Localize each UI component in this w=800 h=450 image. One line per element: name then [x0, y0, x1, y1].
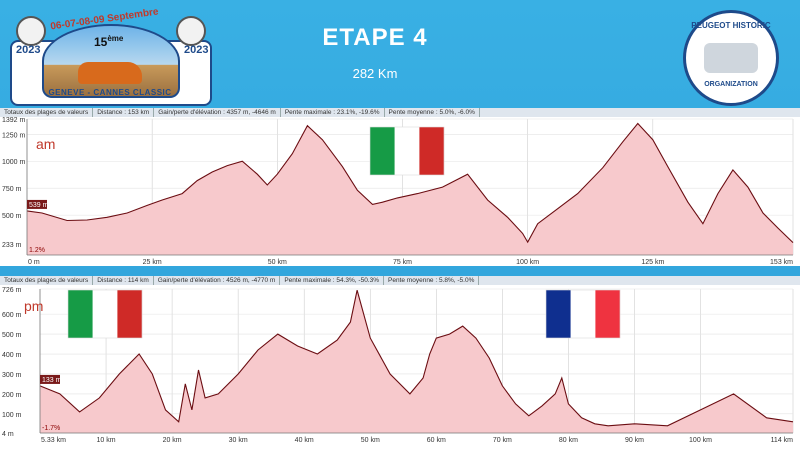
start-marker-bg: [27, 199, 47, 209]
elevation-chart-am: 1392 m 1250 m 1000 m 750 m 500 m 233 m 0 m 25 k…: [2, 117, 794, 266]
stats-bar-pm: Totaux des plages de valeurs Distance : 1…: [0, 276, 800, 285]
page-title: ETAPE 4: [322, 24, 428, 51]
stats-item-2: Gain/perte d'élévation : 4526 m, -4770 m: [154, 276, 281, 285]
elevation-area: [27, 123, 793, 255]
stats-bar-am: Totaux des plages de valeurs Distance : 1…: [0, 108, 800, 117]
edition-number: 15ème: [94, 34, 124, 49]
year-right: 2023: [184, 44, 209, 56]
y-tick-label: 4 m: [2, 431, 14, 438]
elevation-chart-pm: 726 m 600 m 500 m 400 m 300 m 200 m 100 m 4 m 5.…: [2, 287, 794, 444]
start-elevation-marker: 133 m: [42, 377, 62, 384]
x-tick-label: 20 km: [163, 437, 182, 444]
page-subtitle: 282 Km: [352, 66, 398, 81]
x-tick-label: 90 km: [625, 437, 644, 444]
organizer-subtitle: ORGANIZATION: [704, 81, 758, 88]
x-tick-label: 5.33 km: [41, 437, 66, 444]
x-tick-label: 50 km: [268, 259, 287, 266]
x-tick-label: 0 m: [28, 259, 40, 266]
italy-flag-icon: [369, 126, 445, 176]
start-marker-bg: [40, 374, 60, 384]
italy-flag-stripe: [419, 127, 445, 175]
italy-flag-stripe: [394, 127, 420, 175]
badge-icon-left: [16, 16, 46, 46]
x-tick-label: 114 km: [771, 437, 794, 444]
france-flag-stripe: [570, 290, 596, 338]
y-tick-label: 200 m: [2, 392, 22, 399]
y-tick-label: 400 m: [2, 352, 22, 359]
x-tick-label: 153 km: [770, 259, 793, 266]
italy-flag-stripe: [92, 290, 118, 338]
organizer-logo: PEUGEOT HISTORIC ORGANIZATION: [683, 10, 779, 106]
y-tick-label: 500 m: [2, 213, 22, 220]
x-tick-label: 100 km: [689, 437, 712, 444]
slope-marker: -1.7%: [42, 425, 60, 432]
session-label: am: [36, 136, 55, 152]
stats-item-2: Gain/perte d'élévation : 4357 m, -4646 m: [154, 108, 281, 117]
x-tick-label: 75 km: [393, 259, 412, 266]
stats-item-0: Totaux des plages de valeurs: [0, 108, 94, 117]
badge-icon-right: [176, 16, 206, 46]
y-tick-label: 1250 m: [2, 132, 26, 139]
car-icon: [78, 62, 142, 84]
y-tick-label: 750 m: [2, 186, 22, 193]
slope-marker: 1.2%: [29, 247, 45, 254]
x-tick-label: 100 km: [516, 259, 539, 266]
stats-item-4: Pente moyenne : 5.0%, -6.0%: [385, 108, 480, 117]
x-tick-label: 10 km: [97, 437, 116, 444]
france-flag-stripe: [595, 290, 621, 338]
y-tick-label: 1392 m: [2, 117, 26, 124]
event-route: GENEVE - CANNES CLASSIC: [48, 88, 172, 97]
x-tick-label: 40 km: [295, 437, 314, 444]
event-logo: 2023 2023 06-07-08-09 Septembre 15ème GE…: [10, 6, 212, 106]
y-tick-label: 1000 m: [2, 159, 26, 166]
stats-item-4: Pente moyenne : 5.8%, -5.0%: [384, 276, 480, 285]
x-tick-label: 50 km: [361, 437, 380, 444]
elevation-line: [39, 290, 794, 427]
x-tick-label: 125 km: [641, 259, 664, 266]
italy-flag-stripe: [370, 127, 395, 175]
france-flag-stripe: [546, 290, 571, 338]
logo-photo: [42, 24, 180, 98]
start-elevation-marker: 539 m: [29, 202, 49, 209]
y-tick-label: 500 m: [2, 332, 22, 339]
stats-item-1: Distance : 153 km: [93, 108, 155, 117]
italy-flag-stripe: [117, 290, 143, 338]
x-tick-label: 25 km: [143, 259, 162, 266]
stats-item-1: Distance : 114 km: [93, 276, 154, 285]
italy-flag-icon: [67, 289, 143, 339]
profile-panel-pm: Totaux des plages de valeurs Distance : 1…: [0, 276, 800, 450]
stats-item-3: Pente maximale : 54.3%, -50.3%: [280, 276, 385, 285]
x-tick-label: 70 km: [493, 437, 512, 444]
year-left: 2023: [16, 44, 41, 56]
elevation-line: [26, 122, 794, 244]
y-tick-label: 100 m: [2, 412, 22, 419]
stats-item-3: Pente maximale : 23.1%, -19.6%: [281, 108, 385, 117]
organizer-name: PEUGEOT HISTORIC: [691, 21, 771, 30]
x-tick-label: 60 km: [427, 437, 446, 444]
session-label: pm: [24, 298, 43, 314]
y-tick-label: 233 m: [2, 242, 22, 249]
x-tick-label: 80 km: [559, 437, 578, 444]
y-tick-label: 300 m: [2, 372, 22, 379]
italy-flag-stripe: [68, 290, 93, 338]
y-tick-label: 600 m: [2, 312, 22, 319]
x-tick-label: 30 km: [229, 437, 248, 444]
france-flag-icon: [545, 289, 621, 339]
rally-car-icon: [704, 43, 758, 73]
elevation-area: [40, 290, 793, 433]
stats-item-0: Totaux des plages de valeurs: [0, 276, 94, 285]
profile-panel-am: Totaux des plages de valeurs Distance : 1…: [0, 108, 800, 266]
y-tick-label: 726 m: [2, 287, 22, 294]
